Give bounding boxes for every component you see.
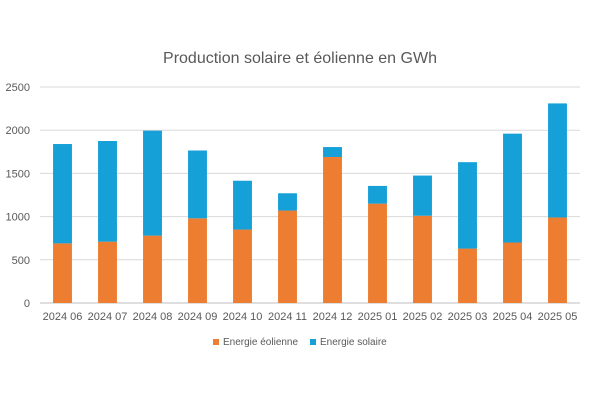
bar-solaire-6 xyxy=(323,147,342,157)
y-tick-label: 1000 xyxy=(6,212,30,224)
bar-eolienne-8 xyxy=(413,215,432,303)
bar-eolienne-0 xyxy=(53,243,72,303)
x-tick-label: 2024 07 xyxy=(88,311,128,323)
x-tick-label: 2024 10 xyxy=(223,311,263,323)
chart-title: Production solaire et éolienne en GWh xyxy=(163,50,437,67)
bar-solaire-8 xyxy=(413,175,432,216)
bar-solaire-9 xyxy=(458,162,477,249)
x-tick-label: 2025 02 xyxy=(403,311,443,323)
bars xyxy=(53,103,567,303)
legend-swatch xyxy=(213,339,219,345)
x-tick-label: 2024 11 xyxy=(268,311,307,323)
bar-eolienne-5 xyxy=(278,210,297,303)
x-axis-ticks: 2024 06 2024 07 2024 08 2024 09 2024 10 2024 … xyxy=(43,311,578,323)
bar-eolienne-2 xyxy=(143,235,162,303)
x-tick-label: 2025 05 xyxy=(538,311,578,323)
y-tick-label: 2000 xyxy=(6,125,30,137)
y-axis-ticks: 0 500 1000 1500 2000 2500 xyxy=(6,82,30,310)
y-tick-label: 500 xyxy=(12,255,30,267)
bar-solaire-10 xyxy=(503,133,522,243)
x-tick-label: 2024 12 xyxy=(313,311,353,323)
bar-solaire-5 xyxy=(278,193,297,211)
bar-solaire-2 xyxy=(143,130,162,236)
bar-solaire-0 xyxy=(53,144,72,244)
bar-solaire-3 xyxy=(188,150,207,219)
y-tick-label: 2500 xyxy=(6,82,30,94)
bar-solaire-7 xyxy=(368,185,387,204)
x-tick-label: 2024 09 xyxy=(178,311,218,323)
bar-eolienne-7 xyxy=(368,203,387,303)
legend: Energie éolienne Energie solaire xyxy=(213,337,387,348)
y-tick-label: 0 xyxy=(24,298,30,310)
legend-label: Energie éolienne xyxy=(223,337,298,348)
x-tick-label: 2025 01 xyxy=(358,311,398,323)
bar-eolienne-3 xyxy=(188,218,207,303)
bar-eolienne-4 xyxy=(233,229,252,303)
x-tick-label: 2025 03 xyxy=(448,311,488,323)
bar-solaire-1 xyxy=(98,141,117,242)
x-tick-label: 2025 04 xyxy=(493,311,533,323)
legend-swatch xyxy=(310,339,316,345)
bar-solaire-4 xyxy=(233,180,252,230)
bar-eolienne-10 xyxy=(503,242,522,303)
bar-eolienne-1 xyxy=(98,241,117,303)
x-tick-label: 2024 06 xyxy=(43,311,83,323)
x-tick-label: 2024 08 xyxy=(133,311,173,323)
y-tick-label: 1500 xyxy=(6,168,30,180)
bar-solaire-11 xyxy=(548,103,567,218)
bar-eolienne-11 xyxy=(548,217,567,303)
bar-eolienne-9 xyxy=(458,248,477,303)
gridlines xyxy=(40,86,580,304)
bar-eolienne-6 xyxy=(323,156,342,303)
legend-label: Energie solaire xyxy=(320,337,387,348)
